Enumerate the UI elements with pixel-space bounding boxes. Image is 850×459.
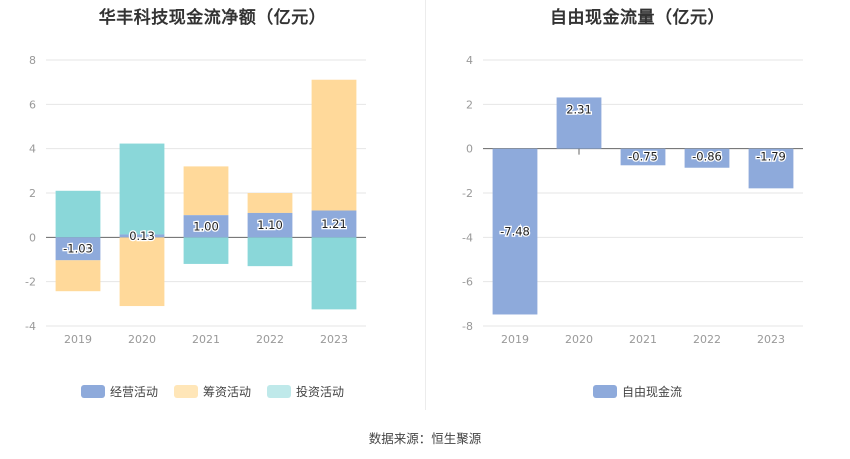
legend-label: 投资活动 [296,384,345,399]
data-label: 1.00 [193,219,219,233]
data-label: 1.21 [321,217,347,231]
x-tick-label: 2020 [128,333,156,346]
y-tick-label: -8 [462,320,473,333]
chart-title: 华丰科技现金流净额（亿元） [98,8,327,28]
bar-经营活动 [119,234,165,238]
bar-free-cashflow [556,97,602,149]
legend: 经营活动 筹资活动 投资活动 [0,380,425,402]
legend-item-free-cashflow[interactable]: 自由现金流 [592,383,682,400]
y-tick-label: 4 [29,143,36,156]
data-label: -1.79 [756,150,786,164]
bar-free-cashflow [492,148,538,315]
bar-筹资活动 [119,237,165,307]
y-tick-label: -4 [462,231,473,244]
bar-投资活动 [247,237,293,267]
cashflow-net-chart: 华丰科技现金流净额（亿元） 8 6 4 2 0 -2 -4 2019 2020 2021 2022 2… [0,0,425,420]
data-label: -7.48 [500,225,530,239]
legend-label: 自由现金流 [621,384,682,399]
legend-swatch [267,384,291,398]
legend-swatch [80,384,105,398]
bar-投资活动 [55,190,101,238]
data-source: 数据来源：恒生聚源 [368,431,482,446]
legend: 自由现金流 [425,380,850,402]
legend-item-financing[interactable]: 筹资活动 [173,383,251,400]
free-cashflow-chart: 自由现金流量（亿元） 4 2 0 -2 -4 -6 -8 2019 2020 2021 2022 20… [425,0,850,420]
legend-item-operating[interactable]: 经营活动 [80,383,158,400]
x-tick-label: 2019 [501,333,529,346]
bar-free-cashflow [620,148,666,166]
x-tick-label: 2021 [192,333,220,346]
y-tick-label: -6 [462,276,473,289]
data-label: 2.31 [566,102,592,116]
bar-投资活动 [311,237,357,310]
bar-筹资活动 [183,166,229,216]
panel-divider [425,0,426,410]
legend-swatch [173,384,198,398]
bar-free-cashflow [684,148,730,168]
bar-经营活动 [311,210,357,238]
legend-swatch [592,384,617,398]
y-tick-label: 0 [466,143,473,156]
y-tick-label: 2 [29,187,36,200]
x-tick-label: 2019 [64,333,92,346]
y-tick-label: 6 [29,98,36,111]
x-tick-label: 2022 [256,333,284,346]
bar-经营活动 [55,237,101,261]
data-label: 0.13 [129,229,155,243]
x-tick-label: 2023 [320,333,348,346]
legend-label: 筹资活动 [202,384,251,399]
data-label: -1.03 [63,242,93,256]
x-tick-label: 2020 [565,333,593,346]
legend-item-investing[interactable]: 投资活动 [267,383,344,400]
bar-经营活动 [183,215,229,238]
y-tick-label: 4 [466,54,473,67]
x-tick-label: 2021 [629,333,657,346]
legend-label: 经营活动 [109,384,158,399]
y-tick-label: 2 [466,98,473,111]
cashflow-net-plot: 8 6 4 2 0 -2 -4 2019 2020 2021 2022 2023 -1.03 0.13 1.… [25,54,366,346]
x-tick-label: 2022 [693,333,721,346]
bar-筹资活动 [55,260,101,292]
data-label: -0.75 [628,150,658,164]
free-cashflow-plot: 4 2 0 -2 -4 -6 -8 2019 2020 2021 2022 2023 -7.48 2.31… [462,54,803,346]
bar-筹资活动 [247,193,293,213]
bar-free-cashflow [748,148,794,189]
y-tick-label: -2 [462,187,473,200]
y-tick-label: 0 [29,231,36,244]
bar-投资活动 [183,237,229,264]
chart-title: 自由现金流量（亿元） [550,8,725,28]
x-tick-label: 2023 [757,333,785,346]
data-label: -0.86 [692,150,722,164]
bar-投资活动 [119,143,165,235]
bar-经营活动 [247,212,293,238]
y-tick-label: -2 [25,276,36,289]
y-tick-label: 8 [29,54,36,67]
data-label: 1.10 [257,218,283,232]
bar-筹资活动 [311,79,357,211]
y-tick-label: -4 [25,320,36,333]
